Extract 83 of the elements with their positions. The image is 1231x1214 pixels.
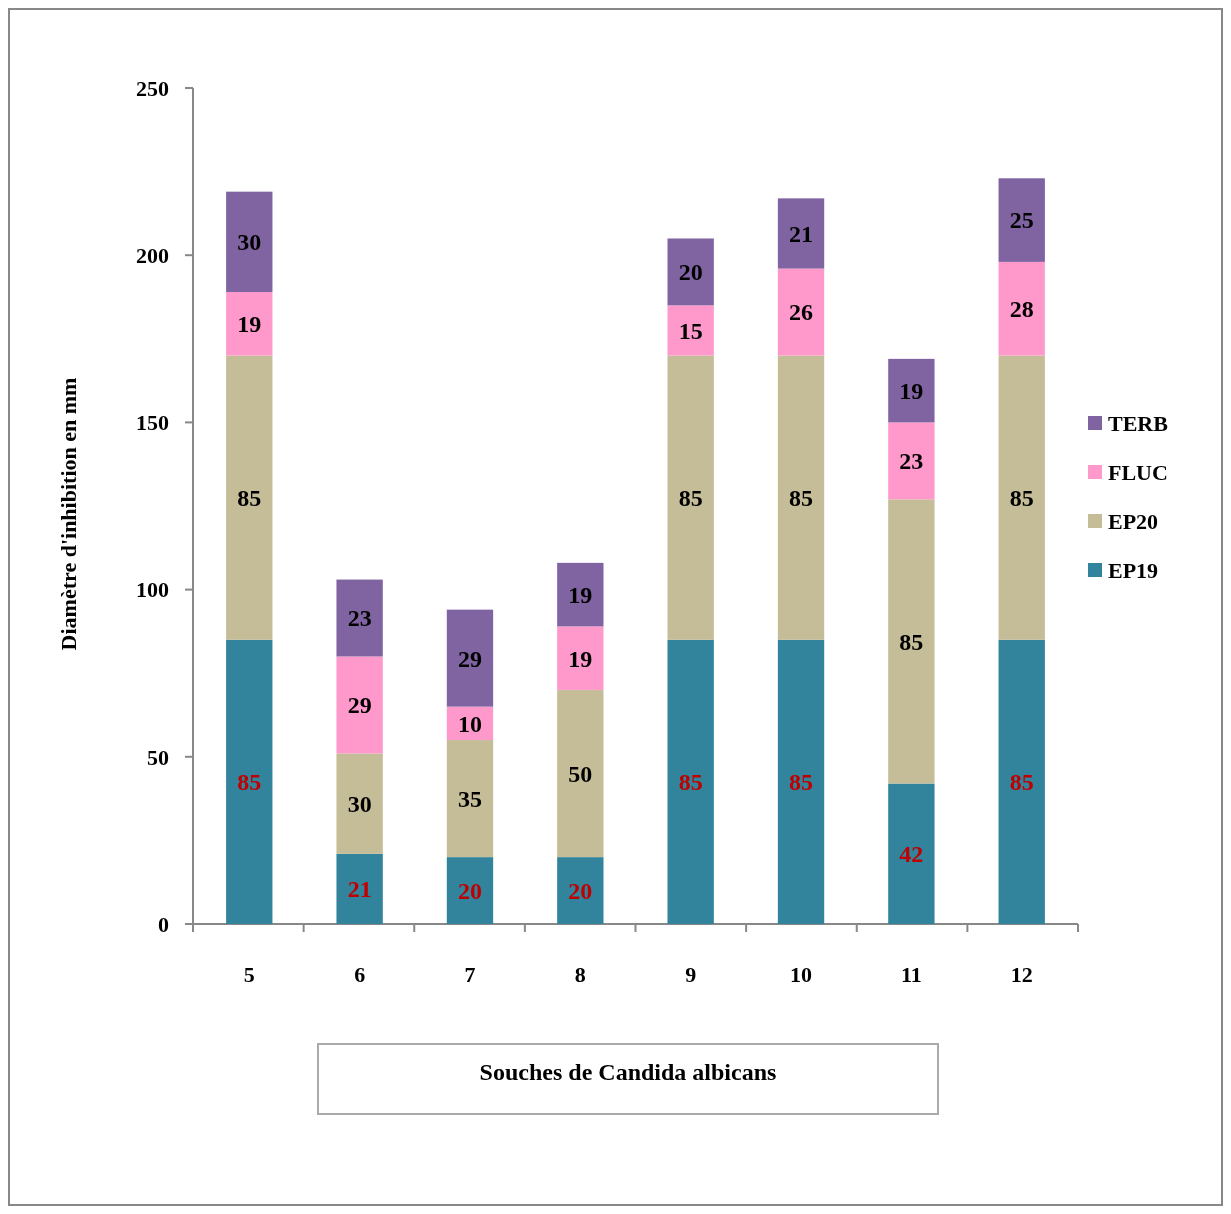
- bar: [888, 499, 935, 784]
- data-label: 15: [678, 317, 703, 344]
- bar: [226, 191, 273, 292]
- bar: [557, 626, 604, 690]
- bar: [888, 422, 935, 500]
- data-label: 28: [1009, 296, 1034, 323]
- bar: [667, 305, 714, 356]
- x-tick-label: 7: [464, 961, 476, 987]
- data-label: 21: [789, 220, 814, 247]
- data-label: 30: [237, 229, 262, 256]
- bar: [557, 857, 604, 924]
- data-label: 19: [237, 311, 262, 338]
- x-tick-label: 5: [243, 961, 255, 987]
- bar: [998, 355, 1045, 640]
- y-tick-label: 150: [136, 410, 169, 436]
- data-label: 85: [237, 769, 262, 796]
- bar: [998, 639, 1045, 924]
- data-label: 85: [1009, 485, 1034, 512]
- data-label: 21: [347, 876, 372, 903]
- bar: [557, 562, 604, 627]
- bar: [226, 355, 273, 640]
- data-label: 85: [1009, 769, 1034, 796]
- bar: [777, 268, 825, 356]
- data-label: 85: [899, 628, 924, 655]
- bar: [777, 355, 825, 640]
- bar: [336, 753, 383, 854]
- bar: [446, 740, 494, 858]
- bar: [667, 639, 714, 924]
- data-label: 10: [457, 710, 482, 737]
- data-label: 29: [457, 645, 482, 672]
- bar: [557, 689, 604, 858]
- data-label: 25: [1009, 207, 1034, 234]
- x-tick-label: 12: [1010, 961, 1033, 987]
- data-label: 19: [568, 645, 593, 672]
- bar: [226, 639, 273, 924]
- bar: [998, 178, 1045, 262]
- data-label: 19: [568, 582, 593, 609]
- data-label: 20: [457, 877, 482, 904]
- data-label: 85: [237, 485, 262, 512]
- data-label: 42: [899, 841, 924, 868]
- y-tick-label: 100: [136, 577, 169, 603]
- data-label: 35: [457, 786, 482, 812]
- data-label: 26: [789, 299, 814, 326]
- bar: [888, 783, 935, 924]
- data-label: 23: [347, 605, 372, 632]
- legend-label: EP19: [1108, 557, 1159, 583]
- data-label: 85: [678, 485, 703, 512]
- y-axis-title: Diamètre d'inhibition en mm: [55, 377, 81, 651]
- data-label: 23: [899, 448, 924, 475]
- bar: [226, 291, 273, 356]
- bar: [888, 358, 935, 423]
- data-label: 29: [347, 692, 372, 719]
- bar: [446, 609, 494, 707]
- y-tick-label: 50: [147, 744, 169, 770]
- data-label: 50: [568, 760, 593, 787]
- bar: [336, 853, 383, 924]
- x-tick-label: 8: [574, 961, 586, 987]
- bar: [777, 639, 825, 924]
- bar: [777, 198, 825, 269]
- bar: [336, 579, 383, 657]
- data-label: 30: [347, 791, 372, 818]
- data-label: 85: [789, 769, 814, 796]
- y-tick-label: 200: [136, 242, 169, 268]
- legend-label: FLUC: [1108, 459, 1168, 485]
- bar: [667, 238, 714, 306]
- data-label: 20: [678, 259, 703, 286]
- data-label: 19: [899, 378, 924, 405]
- legend-label: TERB: [1108, 410, 1169, 436]
- x-tick-label: 9: [685, 961, 697, 987]
- bar: [336, 656, 383, 754]
- bar: [446, 857, 494, 924]
- x-tick-label: 10: [790, 961, 813, 987]
- data-label: 85: [789, 485, 814, 512]
- y-tick-label: 250: [136, 75, 169, 101]
- bar: [998, 261, 1045, 356]
- data-label: 85: [678, 769, 703, 796]
- bar: [667, 355, 714, 640]
- y-tick-label: 0: [158, 911, 169, 937]
- x-tick-label: 11: [900, 961, 922, 987]
- x-tick-label: 6: [354, 961, 366, 987]
- legend-label: EP20: [1108, 508, 1159, 534]
- x-axis-title: Souches de Candida albicans: [479, 1059, 777, 1086]
- data-label: 20: [568, 877, 593, 904]
